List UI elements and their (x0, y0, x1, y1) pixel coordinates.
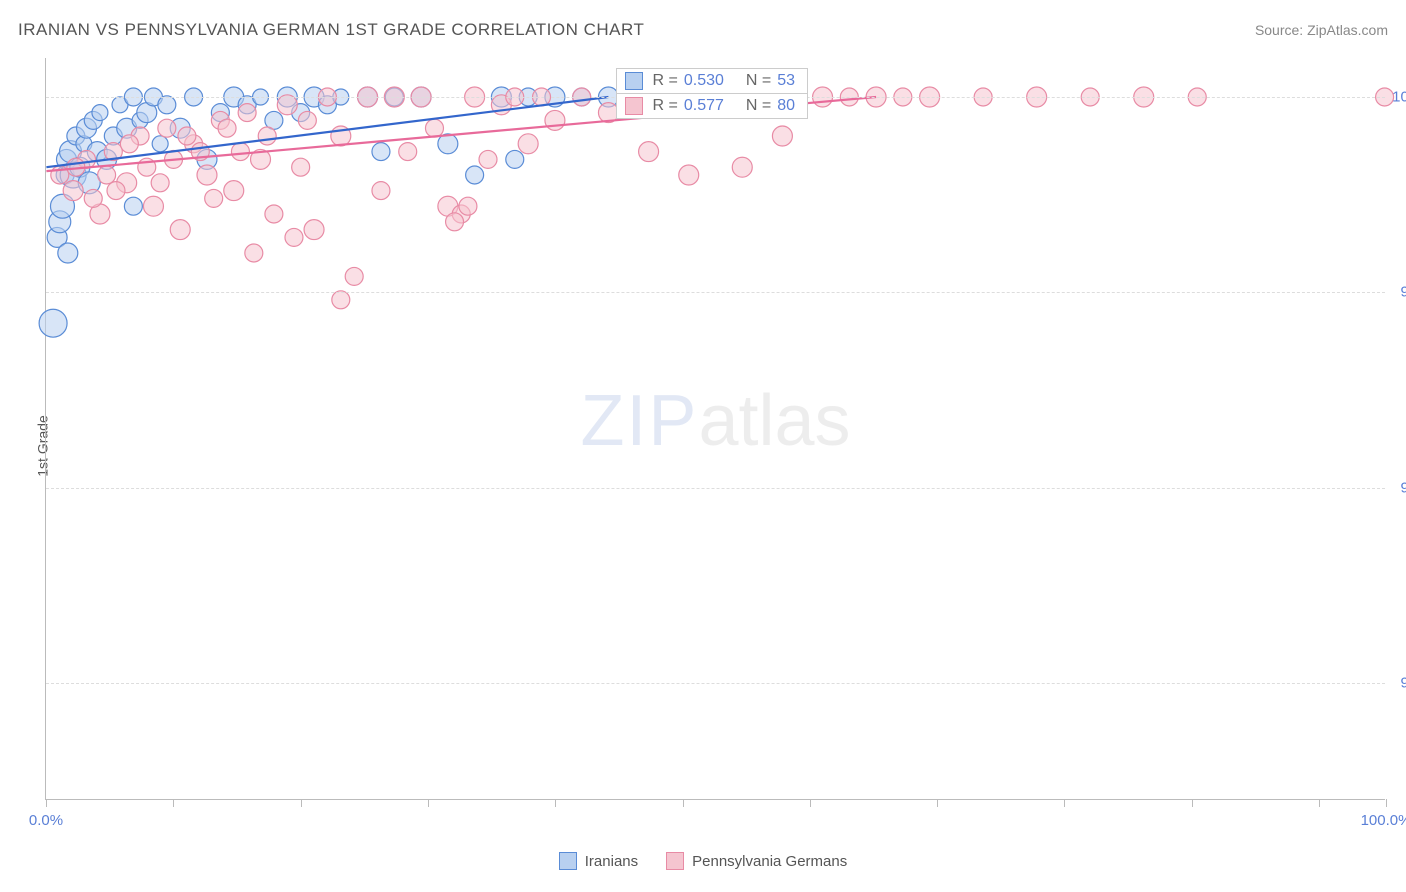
scatter-point (124, 197, 142, 215)
scatter-point (231, 143, 249, 161)
plot-area: ZIPatlas 92.5%95.0%97.5%100.0%0.0%100.0%… (45, 58, 1385, 800)
stats-n-value: 53 (777, 72, 795, 90)
x-tick (555, 799, 556, 807)
scatter-point (218, 119, 236, 137)
x-tick-label: 0.0% (29, 812, 63, 829)
scatter-point (772, 126, 792, 146)
legend-item: Iranians (559, 852, 638, 870)
x-tick (1192, 799, 1193, 807)
stats-box: R = 0.530 N = 53 R = 0.577 N = 80 (616, 68, 809, 119)
stats-r-label: R = (653, 72, 678, 90)
scatter-point (120, 135, 138, 153)
grid-line (46, 292, 1385, 293)
stats-r-value: 0.530 (684, 72, 724, 90)
scatter-point (84, 189, 102, 207)
stats-n-label: N = (746, 97, 771, 115)
scatter-point (224, 181, 244, 201)
y-tick-label: 100.0% (1392, 89, 1406, 106)
grid-line (46, 683, 1385, 684)
stats-swatch (625, 97, 643, 115)
scatter-point (372, 182, 390, 200)
x-tick (1064, 799, 1065, 807)
x-tick (683, 799, 684, 807)
chart-container: IRANIAN VS PENNSYLVANIA GERMAN 1ST GRADE… (0, 0, 1406, 892)
legend-swatch (666, 852, 684, 870)
scatter-point (304, 220, 324, 240)
scatter-point (679, 165, 699, 185)
chart-title: IRANIAN VS PENNSYLVANIA GERMAN 1ST GRADE… (18, 20, 644, 40)
scatter-point (479, 150, 497, 168)
scatter-point (265, 205, 283, 223)
x-tick (937, 799, 938, 807)
scatter-point (332, 291, 350, 309)
scatter-point (107, 182, 125, 200)
bottom-legend: Iranians Pennsylvania Germans (0, 852, 1406, 870)
stats-row: R = 0.530 N = 53 (617, 69, 808, 94)
stats-row: R = 0.577 N = 80 (617, 94, 808, 118)
stats-n-label: N = (746, 72, 771, 90)
x-tick-label: 100.0% (1361, 812, 1406, 829)
legend-swatch (559, 852, 577, 870)
x-tick (428, 799, 429, 807)
scatter-point (258, 127, 276, 145)
scatter-point (92, 105, 108, 121)
title-bar: IRANIAN VS PENNSYLVANIA GERMAN 1ST GRADE… (18, 20, 1388, 40)
plot-svg (46, 58, 1385, 799)
scatter-point (298, 111, 316, 129)
scatter-point (506, 150, 524, 168)
x-tick (1386, 799, 1387, 807)
scatter-point (732, 157, 752, 177)
scatter-point (238, 104, 256, 122)
scatter-point (170, 220, 190, 240)
scatter-point (39, 309, 67, 337)
scatter-point (425, 119, 443, 137)
scatter-point (63, 181, 83, 201)
stats-n-value: 80 (777, 97, 795, 115)
x-tick (1319, 799, 1320, 807)
x-tick (810, 799, 811, 807)
scatter-point (151, 174, 169, 192)
scatter-point (143, 196, 163, 216)
scatter-point (345, 267, 363, 285)
y-tick-label: 92.5% (1400, 674, 1406, 691)
scatter-point (178, 127, 196, 145)
scatter-point (58, 243, 78, 263)
legend-item: Pennsylvania Germans (666, 852, 847, 870)
legend-label: Pennsylvania Germans (692, 853, 847, 870)
scatter-point (158, 96, 176, 114)
scatter-point (205, 189, 223, 207)
y-tick-label: 95.0% (1400, 479, 1406, 496)
stats-swatch (625, 72, 643, 90)
scatter-point (459, 197, 477, 215)
scatter-point (372, 143, 390, 161)
scatter-point (639, 142, 659, 162)
scatter-point (98, 166, 116, 184)
scatter-point (292, 158, 310, 176)
scatter-point (399, 143, 417, 161)
source-text: Source: ZipAtlas.com (1255, 22, 1388, 38)
scatter-point (158, 119, 176, 137)
stats-r-label: R = (653, 97, 678, 115)
x-tick (46, 799, 47, 807)
scatter-point (446, 213, 464, 231)
grid-line (46, 488, 1385, 489)
y-tick-label: 97.5% (1400, 284, 1406, 301)
x-tick (173, 799, 174, 807)
scatter-point (245, 244, 263, 262)
stats-r-value: 0.577 (684, 97, 724, 115)
scatter-point (466, 166, 484, 184)
x-tick (301, 799, 302, 807)
scatter-point (285, 228, 303, 246)
scatter-point (197, 165, 217, 185)
scatter-point (152, 136, 168, 152)
legend-label: Iranians (585, 853, 638, 870)
scatter-point (518, 134, 538, 154)
